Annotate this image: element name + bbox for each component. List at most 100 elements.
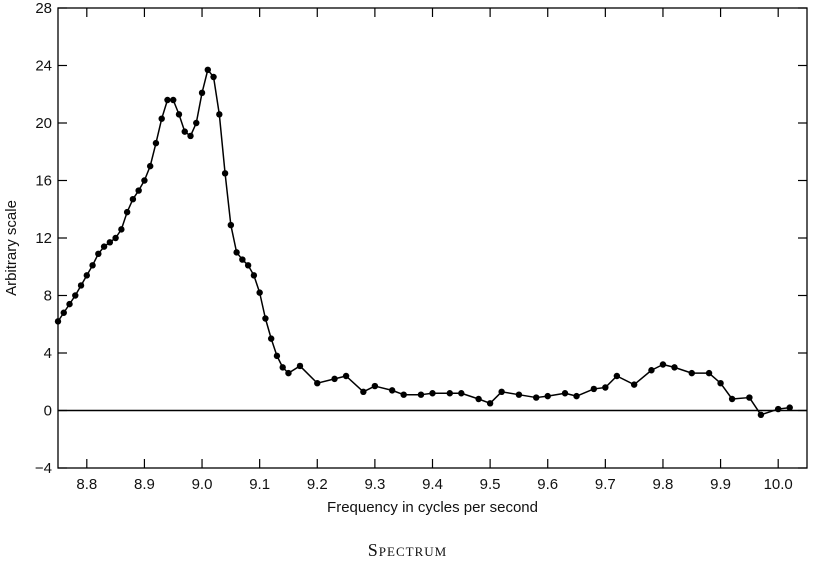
x-tick-label: 8.8 bbox=[76, 476, 97, 493]
y-tick-label: 8 bbox=[44, 288, 52, 305]
y-tick-label: 16 bbox=[35, 173, 52, 190]
data-point bbox=[164, 96, 171, 104]
data-point bbox=[244, 262, 252, 269]
data-point bbox=[417, 391, 425, 398]
data-point bbox=[285, 369, 292, 377]
data-point bbox=[262, 315, 269, 322]
y-tick-labels: −4 0 4 8 12 16 20 24 28 bbox=[35, 0, 52, 477]
x-axis-label: Frequency in cycles per second bbox=[327, 499, 538, 516]
data-point bbox=[106, 239, 114, 246]
data-point bbox=[515, 391, 523, 398]
data-point bbox=[221, 170, 229, 177]
data-point bbox=[717, 379, 724, 387]
data-point bbox=[429, 390, 436, 397]
data-point bbox=[561, 390, 569, 397]
data-point bbox=[256, 289, 263, 296]
data-point bbox=[181, 128, 188, 135]
data-point bbox=[72, 292, 79, 299]
data-point bbox=[331, 375, 338, 383]
data-point bbox=[671, 364, 678, 371]
data-point bbox=[590, 385, 598, 393]
x-tick-label: 8.9 bbox=[134, 476, 155, 493]
data-point bbox=[446, 390, 453, 397]
data-point bbox=[533, 394, 540, 401]
x-tick-label: 9.3 bbox=[364, 476, 385, 493]
data-point bbox=[757, 411, 765, 419]
y-tick-label: 12 bbox=[35, 230, 52, 247]
data-point bbox=[233, 249, 240, 256]
data-point bbox=[135, 187, 142, 194]
data-point bbox=[175, 111, 183, 118]
data-point bbox=[100, 243, 108, 250]
data-point bbox=[486, 400, 494, 407]
data-point bbox=[170, 96, 177, 104]
data-point bbox=[146, 162, 154, 170]
data-point bbox=[198, 89, 206, 97]
data-point bbox=[705, 369, 713, 377]
data-point bbox=[648, 367, 655, 374]
data-point bbox=[314, 379, 321, 387]
y-tick-label: −4 bbox=[35, 460, 52, 477]
data-point bbox=[728, 395, 736, 403]
data-point bbox=[158, 115, 165, 122]
data-point bbox=[77, 282, 85, 289]
data-point bbox=[786, 404, 793, 411]
data-point bbox=[250, 272, 258, 279]
data-point bbox=[60, 309, 67, 316]
x-tick-label: 9.7 bbox=[595, 476, 616, 493]
data-point bbox=[152, 139, 160, 147]
data-point bbox=[273, 352, 281, 360]
data-point bbox=[118, 226, 125, 233]
data-point bbox=[296, 362, 304, 370]
data-point bbox=[630, 381, 638, 388]
data-point bbox=[774, 405, 782, 413]
x-tick-label: 9.4 bbox=[422, 476, 443, 493]
x-tick-label: 9.0 bbox=[192, 476, 213, 493]
data-point bbox=[123, 208, 131, 216]
y-axis-label: Arbitrary scale bbox=[3, 200, 20, 296]
data-point bbox=[95, 250, 102, 258]
data-point bbox=[187, 132, 194, 140]
y-tick-label: 20 bbox=[35, 115, 52, 132]
y-tick-label: 28 bbox=[35, 0, 52, 17]
data-point bbox=[239, 256, 246, 263]
data-point bbox=[210, 73, 217, 81]
data-point bbox=[458, 390, 465, 397]
figure-caption: Spectrum bbox=[367, 540, 448, 560]
data-point bbox=[475, 395, 482, 403]
x-tick-label: 9.8 bbox=[653, 476, 674, 493]
data-point bbox=[544, 392, 551, 400]
x-tick-label: 9.2 bbox=[307, 476, 328, 493]
x-tick-labels: 8.8 8.9 9.0 9.1 9.2 9.3 9.4 9.5 9.6 9.7 9.8 9.9 10.0 bbox=[76, 476, 792, 493]
series-line bbox=[57, 69, 790, 416]
data-point bbox=[129, 195, 137, 203]
y-tick-label: 0 bbox=[44, 403, 52, 420]
data-point bbox=[360, 388, 367, 396]
plot-frame bbox=[57, 7, 808, 469]
data-point bbox=[83, 272, 91, 279]
x-tick-label: 9.9 bbox=[710, 476, 731, 493]
data-point bbox=[400, 391, 407, 398]
data-point bbox=[216, 111, 223, 118]
data-point bbox=[89, 262, 96, 269]
data-point bbox=[112, 234, 119, 242]
tick-marks bbox=[58, 7, 807, 469]
data-point bbox=[746, 394, 753, 401]
data-point bbox=[388, 387, 396, 394]
data-point bbox=[602, 384, 609, 391]
data-point bbox=[66, 300, 73, 308]
x-tick-label: 9.5 bbox=[480, 476, 501, 493]
data-point bbox=[613, 372, 621, 380]
y-tick-label: 24 bbox=[35, 58, 52, 75]
data-point bbox=[141, 177, 148, 184]
data-point bbox=[688, 369, 695, 377]
data-point bbox=[371, 382, 379, 390]
data-point bbox=[267, 335, 275, 342]
x-tick-label: 9.6 bbox=[537, 476, 558, 493]
data-points bbox=[54, 66, 793, 419]
y-tick-label: 4 bbox=[44, 345, 52, 362]
data-point bbox=[498, 388, 505, 396]
data-point bbox=[573, 392, 580, 400]
data-point bbox=[659, 361, 667, 368]
